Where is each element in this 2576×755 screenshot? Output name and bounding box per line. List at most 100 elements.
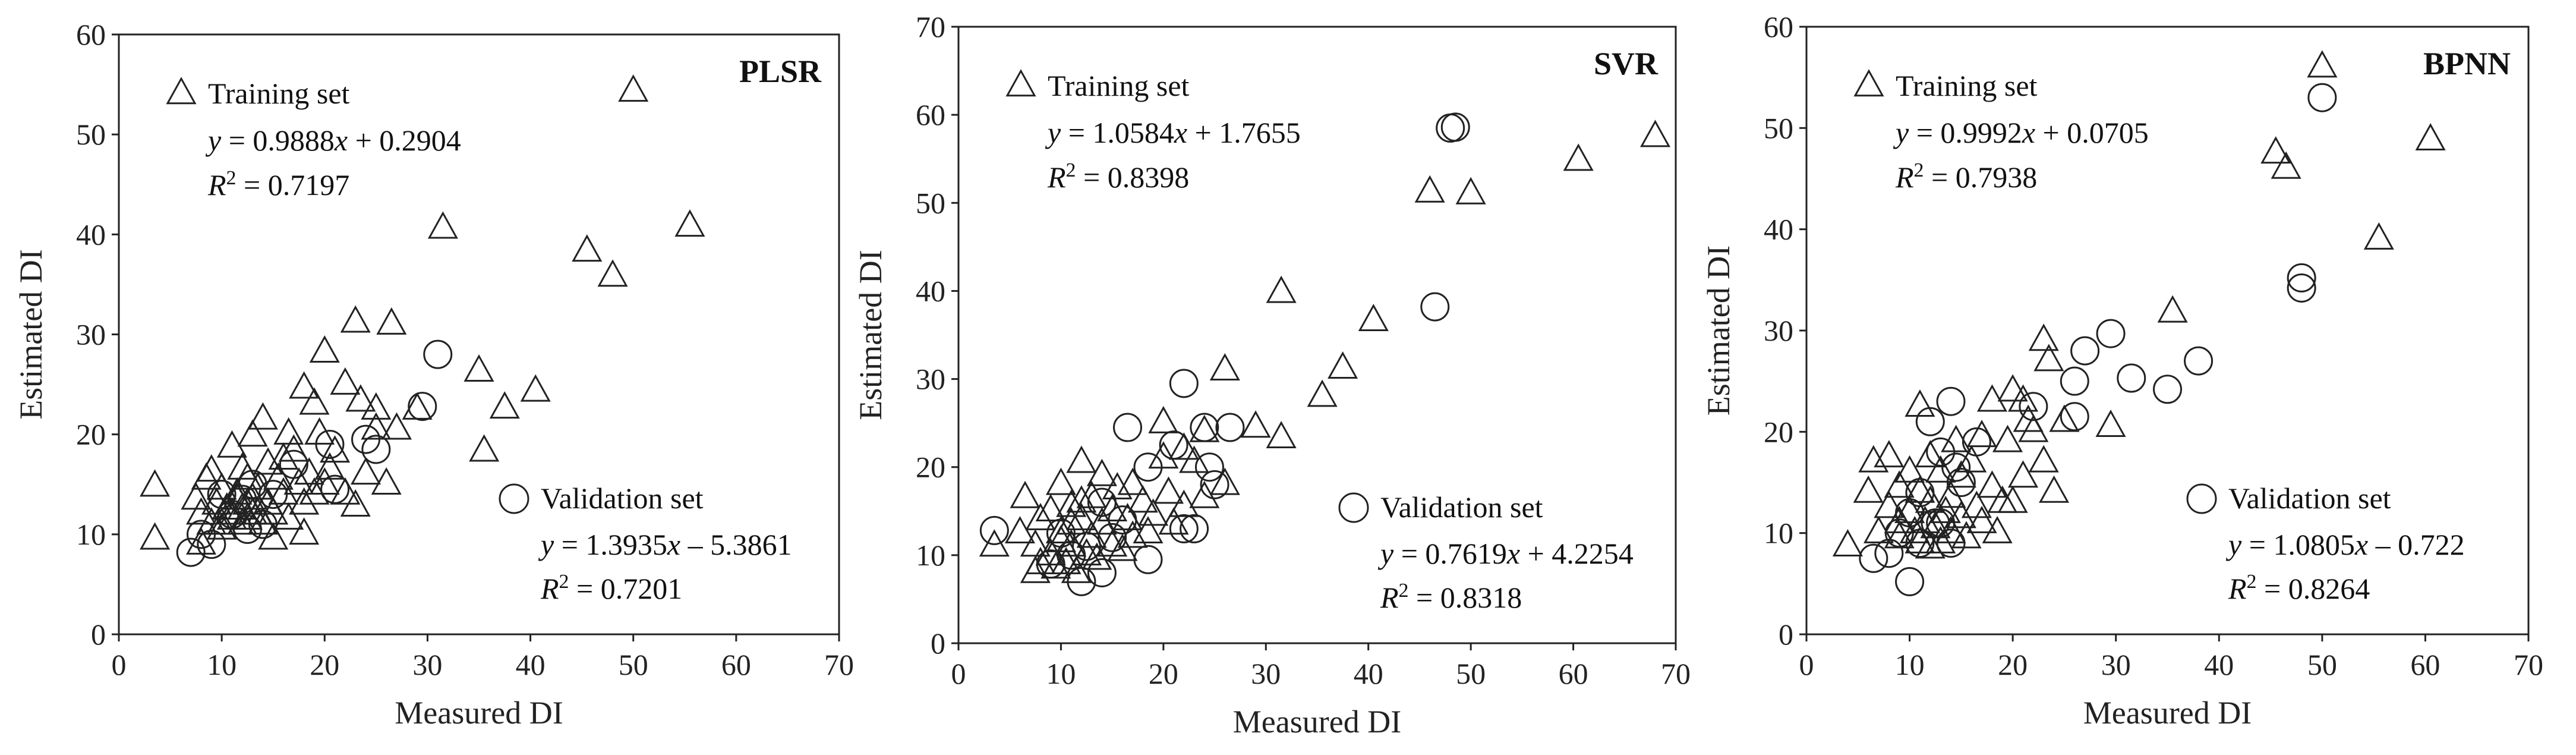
training-point <box>1209 467 1240 495</box>
validation-point <box>1946 468 1976 497</box>
training-point <box>1127 485 1158 513</box>
y-tick-label: 0 <box>931 627 945 660</box>
validation-r2-label: R <box>2228 572 2247 605</box>
training-point <box>489 391 520 419</box>
training-point <box>1004 516 1036 544</box>
training-point <box>1086 458 1117 486</box>
training-point <box>2157 295 2188 323</box>
x-tick-label: 0 <box>1799 648 1814 681</box>
validation-point <box>2307 83 2337 112</box>
training-point <box>216 430 248 458</box>
validation-r2: R2 = 0.8318 <box>1380 580 1522 614</box>
training-r2-superscript: 2 <box>1914 159 1924 181</box>
training-r2-value: = 0.7938 <box>1924 161 2038 194</box>
training-equation-pre: y <box>205 124 222 157</box>
training-equation-post: + 0.2904 <box>348 124 461 157</box>
y-tick-label: 0 <box>91 618 106 651</box>
training-point <box>1455 177 1486 205</box>
training-point <box>232 502 263 530</box>
training-point <box>247 402 278 430</box>
training-point <box>185 497 217 525</box>
validation-r2-superscript: 2 <box>2247 571 2257 593</box>
legend-circle-icon <box>499 483 529 514</box>
training-r2-label: R <box>207 168 226 202</box>
legend-circle-icon <box>1338 492 1369 523</box>
training-point <box>1061 555 1092 583</box>
training-point <box>309 335 340 363</box>
validation-point <box>1921 508 1950 538</box>
validation-r2-label: R <box>1380 581 1399 614</box>
y-tick-label: 10 <box>916 539 945 572</box>
training-equation-mid: = 0.9992 <box>1909 116 2022 149</box>
validation-point <box>1159 430 1188 460</box>
x-tick-label: 60 <box>721 648 751 681</box>
training-point <box>294 457 324 485</box>
training-point <box>1179 445 1210 473</box>
validation-r2-superscript: 2 <box>1399 580 1409 602</box>
y-tick-label: 20 <box>916 451 945 484</box>
training-point <box>1076 480 1107 508</box>
training-point <box>1951 521 1982 549</box>
model-title: PLSR <box>739 54 822 89</box>
training-point <box>381 412 412 440</box>
validation-point <box>2060 402 2089 432</box>
y-tick-label: 40 <box>76 218 106 251</box>
training-point <box>1915 485 1946 513</box>
x-tick-label: 20 <box>1149 657 1178 690</box>
training-point <box>1082 542 1112 570</box>
training-r2-superscript: 2 <box>226 167 237 189</box>
training-equation: y = 0.9992x + 0.0705 <box>1893 116 2149 149</box>
x-tick-label: 60 <box>2410 648 2440 681</box>
validation-r2-value: = 0.7201 <box>569 572 683 605</box>
training-point <box>258 522 289 550</box>
validation-point <box>2070 336 2100 366</box>
validation-point <box>248 509 278 539</box>
validation-point <box>1895 498 1925 528</box>
y-tick-label: 70 <box>916 10 945 43</box>
y-tick-label: 60 <box>916 98 945 131</box>
validation-point <box>351 424 381 454</box>
validation-r2: R2 = 0.8264 <box>2228 571 2370 605</box>
training-point <box>237 419 268 447</box>
validation-equation-var: x <box>1506 537 1520 570</box>
training-point <box>1168 432 1199 460</box>
validation-point <box>1087 487 1117 517</box>
training-point <box>1884 505 1915 533</box>
training-r2: R2 = 0.7197 <box>207 167 349 202</box>
validation-point <box>207 480 237 509</box>
validation-point <box>1113 413 1143 442</box>
training-point <box>1563 143 1594 171</box>
validation-point <box>1905 528 1935 558</box>
training-point <box>253 447 283 475</box>
training-point <box>469 434 500 462</box>
validation-r2-value: = 0.8318 <box>1409 581 1522 614</box>
legend-training-label: Training set <box>1896 69 2038 102</box>
training-point <box>289 517 320 545</box>
validation-point <box>1180 514 1209 543</box>
validation-point <box>315 429 345 459</box>
validation-equation-pre: y <box>1377 537 1394 570</box>
training-point <box>1153 476 1184 504</box>
validation-point <box>2096 319 2126 348</box>
y-axis-label: Estimated DI <box>1701 246 1736 416</box>
training-point <box>1056 507 1087 535</box>
model-title: BPNN <box>2423 46 2511 81</box>
training-point <box>1045 524 1076 552</box>
validation-point <box>1905 478 1935 508</box>
training-point <box>273 417 304 445</box>
validation-point <box>408 392 437 421</box>
validation-point <box>187 520 216 549</box>
validation-point <box>1072 531 1102 561</box>
training-point <box>2028 323 2059 351</box>
validation-point <box>2287 263 2316 292</box>
y-tick-label: 50 <box>76 118 106 151</box>
validation-r2-label: R <box>540 572 559 605</box>
validation-point <box>1436 113 1465 143</box>
training-point <box>299 387 330 415</box>
training-point <box>1982 515 2013 543</box>
training-point <box>1045 516 1076 544</box>
panel-plsr: 0 10 20 30 40 50 60 70 0 10 20 30 40 50 60 Measured DI E… <box>13 18 854 731</box>
validation-point <box>217 499 247 529</box>
validation-equation-mid: = 1.3935 <box>554 528 667 561</box>
